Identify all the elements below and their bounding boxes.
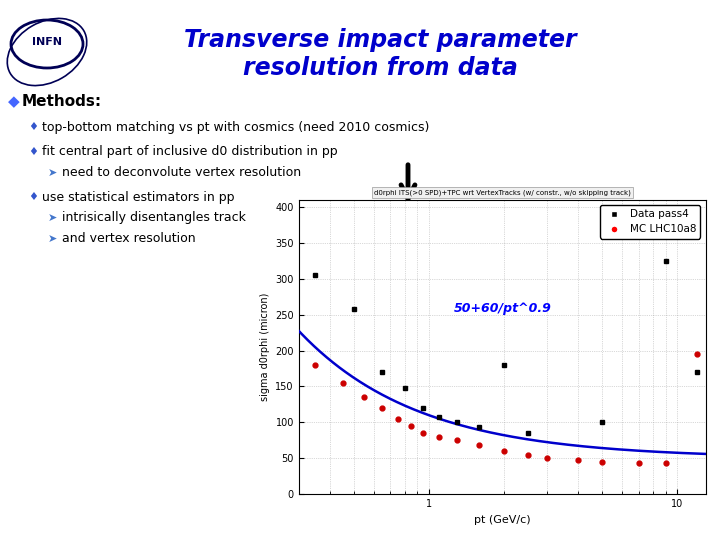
Text: INFN: INFN xyxy=(32,37,62,47)
Data pass4 xyxy=(350,306,359,312)
MC LHC10a8 xyxy=(543,455,552,462)
MC LHC10a8 xyxy=(475,442,484,449)
MC LHC10a8 xyxy=(574,457,582,464)
Text: 18: 18 xyxy=(681,518,698,532)
MC LHC10a8 xyxy=(338,380,347,386)
MC LHC10a8 xyxy=(419,430,428,436)
Text: ➤: ➤ xyxy=(48,213,58,223)
Data pass4 xyxy=(400,384,409,391)
MC LHC10a8 xyxy=(311,362,320,368)
Text: and vertex resolution: and vertex resolution xyxy=(62,233,196,246)
Text: resolution from data: resolution from data xyxy=(243,56,518,80)
Line: MC LHC10a8: MC LHC10a8 xyxy=(313,352,699,465)
Text: ➤: ➤ xyxy=(48,234,58,244)
Text: top-bottom matching vs pt with cosmics (need 2010 cosmics): top-bottom matching vs pt with cosmics (… xyxy=(42,120,429,133)
MC LHC10a8 xyxy=(499,448,508,454)
X-axis label: pt (GeV/c): pt (GeV/c) xyxy=(474,515,531,524)
MC LHC10a8 xyxy=(598,458,607,465)
Text: ♦: ♦ xyxy=(28,122,38,132)
Text: fit central part of inclusive d0 distribution in pp: fit central part of inclusive d0 distrib… xyxy=(42,145,338,159)
Data pass4 xyxy=(435,414,444,421)
Title: d0rphi ITS(>0 SPD)+TPC wrt VertexTracks (w/ constr., w/o skipping track): d0rphi ITS(>0 SPD)+TPC wrt VertexTracks … xyxy=(374,189,631,195)
MC LHC10a8 xyxy=(523,451,532,458)
Data pass4 xyxy=(693,369,701,375)
Data pass4 xyxy=(311,272,320,279)
Data pass4 xyxy=(662,258,670,264)
MC LHC10a8 xyxy=(693,351,701,357)
Text: ♦: ♦ xyxy=(28,192,38,202)
Text: ◆: ◆ xyxy=(8,94,19,110)
Data pass4 xyxy=(634,225,643,232)
Data pass4 xyxy=(453,419,462,426)
MC LHC10a8 xyxy=(407,423,415,429)
MC LHC10a8 xyxy=(634,460,643,466)
Legend: Data pass4, MC LHC10a8: Data pass4, MC LHC10a8 xyxy=(600,205,701,239)
Data pass4 xyxy=(419,404,428,411)
Data pass4 xyxy=(523,430,532,436)
Text: use statistical estimators in pp: use statistical estimators in pp xyxy=(42,191,235,204)
Text: ITS offline: ITS offline xyxy=(14,518,86,532)
Data pass4 xyxy=(598,419,607,426)
MC LHC10a8 xyxy=(662,460,670,467)
Text: ♦: ♦ xyxy=(28,147,38,157)
MC LHC10a8 xyxy=(435,434,444,440)
Text: 50+60/pt^0.9: 50+60/pt^0.9 xyxy=(454,302,552,315)
MC LHC10a8 xyxy=(393,415,402,422)
Text: Transverse impact parameter: Transverse impact parameter xyxy=(184,28,576,52)
Y-axis label: sigma d0rphi (micron): sigma d0rphi (micron) xyxy=(260,293,270,401)
Text: intrisically disentangles track: intrisically disentangles track xyxy=(62,212,246,225)
MC LHC10a8 xyxy=(453,437,462,443)
Data pass4 xyxy=(378,369,387,375)
Data pass4 xyxy=(499,362,508,368)
MC LHC10a8 xyxy=(378,404,387,411)
Text: Methods:: Methods: xyxy=(22,94,102,110)
MC LHC10a8 xyxy=(360,394,369,401)
Text: ➤: ➤ xyxy=(48,168,58,178)
Line: Data pass4: Data pass4 xyxy=(313,226,699,436)
Text: need to deconvolute vertex resolution: need to deconvolute vertex resolution xyxy=(62,166,301,179)
Data pass4 xyxy=(475,424,484,430)
